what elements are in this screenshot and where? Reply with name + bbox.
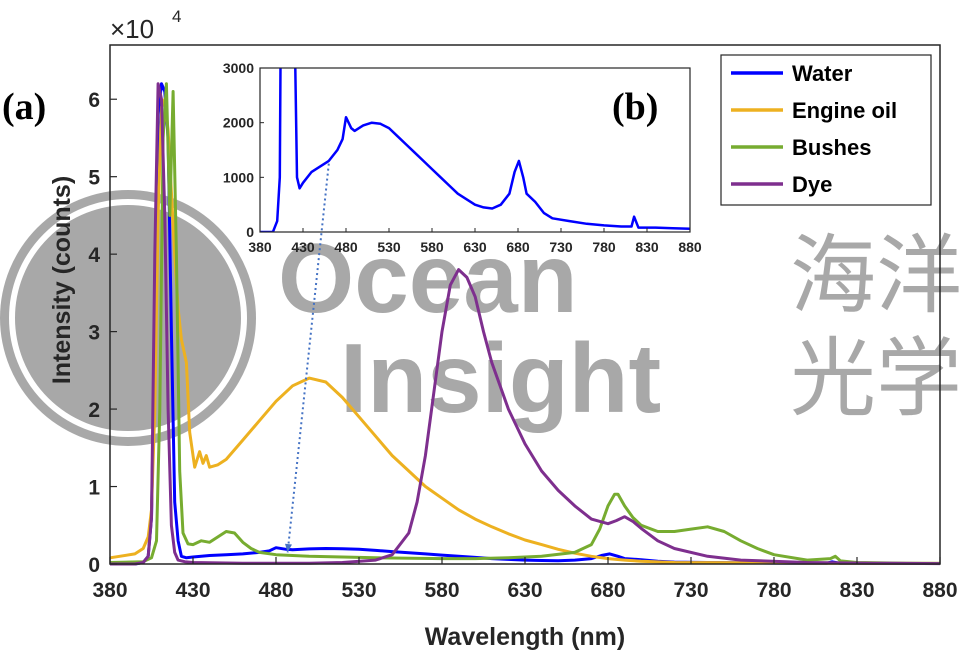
x-tick-label: 830 [839, 579, 874, 602]
series-line-bushes [109, 82, 941, 565]
x-tick-label: 730 [673, 579, 708, 602]
watermark-line2: Insight [340, 323, 661, 433]
y-tick-label: 4 [88, 244, 100, 267]
inset-x-tick-label: 630 [463, 239, 487, 255]
watermark-cjk2: 光学 [790, 329, 962, 429]
x-tick-label: 630 [507, 579, 542, 602]
x-tick-label: 530 [341, 579, 376, 602]
x-tick-label: 580 [424, 579, 459, 602]
inset-x-tick-label: 580 [420, 239, 444, 255]
panel-label-b: (b) [612, 86, 658, 128]
watermark-logo-ring [9, 199, 247, 437]
y-tick-label: 3 [88, 322, 100, 345]
y-axis-label: Intensity (counts) [48, 176, 76, 384]
inset-x-ticks: 380 430 480 530 580 630 680 730 780 830 880 [248, 228, 702, 255]
y-tick-label: 0 [88, 554, 100, 577]
exponent-power: 4 [172, 7, 181, 26]
legend-entry-label: Engine oil [792, 98, 897, 123]
watermark-cjk1: 海洋 [790, 226, 962, 326]
inset-x-tick-label: 780 [592, 239, 616, 255]
inset-y-tick-label: 2000 [223, 115, 254, 131]
watermark-line1: Ocean [278, 223, 578, 333]
inset-x-tick-label: 680 [506, 239, 530, 255]
x-tick-label: 430 [175, 579, 210, 602]
x-axis-label: Wavelength (nm) [425, 623, 625, 651]
inset-x-tick-label: 430 [291, 239, 315, 255]
y-scale-exponent: ×10 4 [110, 7, 181, 44]
inset-y-tick-label: 3000 [223, 60, 254, 76]
inset-series-group [260, 68, 690, 232]
x-tick-label: 480 [258, 579, 293, 602]
main-y-ticks: 0 1 2 3 4 5 6 [88, 89, 117, 577]
inset-x-tick-label: 830 [635, 239, 659, 255]
inset-x-tick-label: 880 [678, 239, 702, 255]
x-tick-label: 780 [756, 579, 791, 602]
legend-entry-label: Bushes [792, 135, 871, 160]
inset-series-line-water [260, 68, 690, 232]
inset-to-main-arrow [285, 163, 330, 553]
y-tick-label: 6 [88, 89, 100, 112]
legend-entry-label: Dye [792, 172, 832, 197]
inset-x-tick-label: 730 [549, 239, 573, 255]
main-plot: 380 430 480 530 580 630 680 730 780 830 880 0 1 2 3 4 5… [88, 44, 958, 602]
arrow-line [286, 163, 330, 553]
series-line-dye [110, 82, 941, 566]
inset-plot: 380 430 480 530 580 630 680 730 780 830 880 0 1000 2… [223, 60, 702, 255]
arrow-head [285, 543, 292, 553]
inset-y-tick-label: 1000 [223, 169, 254, 185]
y-tick-label: 5 [88, 167, 100, 190]
inset-y-tick-label: 0 [246, 224, 254, 240]
inset-x-tick-label: 480 [334, 239, 358, 255]
inset-x-tick-label: 380 [248, 239, 272, 255]
legend-entry-label: Water [792, 61, 853, 86]
main-x-ticks: 380 430 480 530 580 630 680 730 780 830 880 [92, 557, 958, 602]
inset-y-ticks: 0 1000 2000 3000 [223, 60, 264, 240]
y-tick-label: 2 [88, 399, 100, 422]
watermark: Ocean Insight 海洋 光学 [0, 190, 962, 446]
legend-items: Water Engine oil Bushes Dye [731, 61, 897, 197]
panel-label-a: (a) [2, 86, 46, 128]
main-series-group [109, 82, 941, 566]
legend-box [720, 54, 932, 206]
x-tick-label: 680 [590, 579, 625, 602]
x-tick-label: 380 [92, 579, 127, 602]
legend: Water Engine oil Bushes Dye [720, 54, 932, 206]
y-tick-label: 1 [88, 477, 100, 500]
exponent-base: ×10 [110, 14, 154, 44]
x-tick-label: 880 [922, 579, 957, 602]
inset-x-tick-label: 530 [377, 239, 401, 255]
